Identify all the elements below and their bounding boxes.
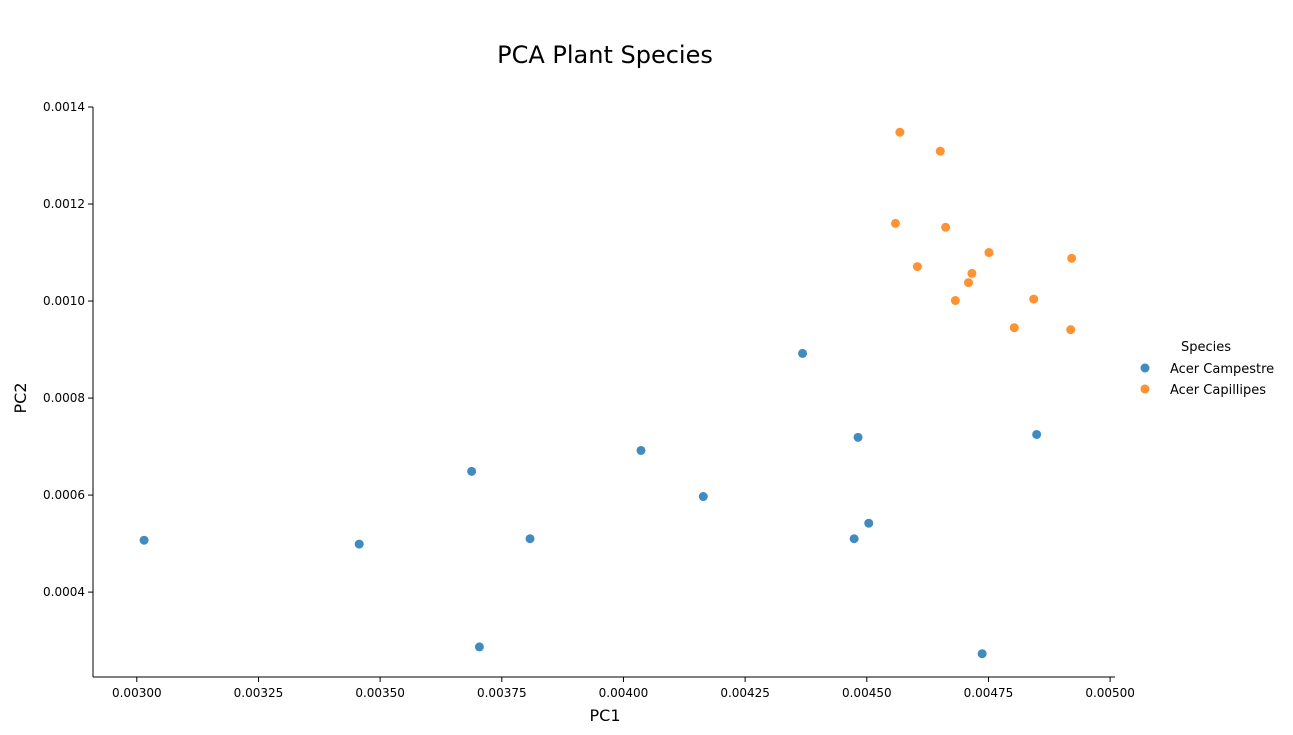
data-point <box>139 535 149 545</box>
y-tick-label: 0.0012 <box>43 197 85 211</box>
legend-marker <box>1140 363 1150 373</box>
data-point <box>984 248 994 258</box>
data-point <box>977 649 987 659</box>
x-tick-label: 0.00500 <box>1085 686 1135 700</box>
data-point <box>964 278 974 288</box>
data-point <box>467 466 477 476</box>
x-axis-label: PC1 <box>590 706 621 725</box>
legend-entry-label: Acer Capillipes <box>1170 383 1266 398</box>
data-point <box>525 534 535 544</box>
y-tick-label: 0.0008 <box>43 391 85 405</box>
x-axis-ticks: 0.00300 0.00325 0.00350 0.00375 0.00400 0.004… <box>112 677 1135 700</box>
y-axis-ticks: 0.0004 0.0006 0.0008 0.0010 0.0012 0.0014 <box>43 100 93 599</box>
data-point <box>935 146 945 156</box>
y-tick-label: 0.0006 <box>43 488 85 502</box>
y-tick-label: 0.0004 <box>43 585 85 599</box>
data-point <box>1009 323 1019 333</box>
chart-title: PCA Plant Species <box>497 41 713 69</box>
series-2 <box>891 127 1077 335</box>
data-point <box>698 492 708 502</box>
data-point <box>891 218 901 228</box>
x-tick-label: 0.00325 <box>234 686 284 700</box>
data-point <box>354 539 364 549</box>
axes <box>92 107 1115 678</box>
data-point <box>1029 294 1039 304</box>
data-point <box>1032 429 1042 439</box>
data-point <box>864 518 874 528</box>
series-1 <box>139 348 1042 659</box>
y-tick-label: 0.0010 <box>43 294 85 308</box>
data-point <box>912 262 922 272</box>
x-tick-label: 0.00425 <box>720 686 770 700</box>
data-point <box>967 268 977 278</box>
x-tick-label: 0.00475 <box>964 686 1014 700</box>
data-point <box>1067 253 1077 263</box>
data-point <box>474 642 484 652</box>
data-point <box>950 296 960 306</box>
data-point <box>941 222 951 232</box>
data-point <box>636 445 646 455</box>
legend-entry-label: Acer Campestre <box>1170 362 1274 377</box>
legend: Species Acer Campestre Acer Capillipes <box>1140 340 1274 398</box>
x-tick-label: 0.00300 <box>112 686 162 700</box>
data-point <box>1066 325 1076 335</box>
data-points <box>139 127 1077 659</box>
data-point <box>895 127 905 137</box>
y-axis-label: PC2 <box>11 383 30 414</box>
x-tick-label: 0.00350 <box>355 686 405 700</box>
legend-title: Species <box>1181 340 1231 355</box>
y-tick-label: 0.0014 <box>43 100 85 114</box>
data-point <box>798 348 808 358</box>
data-point <box>853 432 863 442</box>
x-tick-label: 0.00400 <box>599 686 649 700</box>
legend-marker <box>1140 384 1150 394</box>
x-tick-label: 0.00375 <box>477 686 527 700</box>
x-tick-label: 0.00450 <box>842 686 892 700</box>
data-point <box>849 534 859 544</box>
